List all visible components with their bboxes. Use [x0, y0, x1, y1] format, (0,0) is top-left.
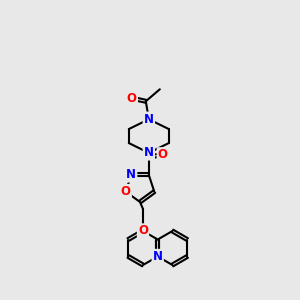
Text: N: N: [144, 146, 154, 159]
Text: O: O: [158, 148, 168, 161]
Text: O: O: [121, 185, 131, 198]
Text: N: N: [126, 168, 136, 182]
Text: N: N: [144, 113, 154, 126]
Text: N: N: [153, 250, 163, 263]
Text: O: O: [127, 92, 137, 105]
Text: O: O: [138, 224, 148, 238]
